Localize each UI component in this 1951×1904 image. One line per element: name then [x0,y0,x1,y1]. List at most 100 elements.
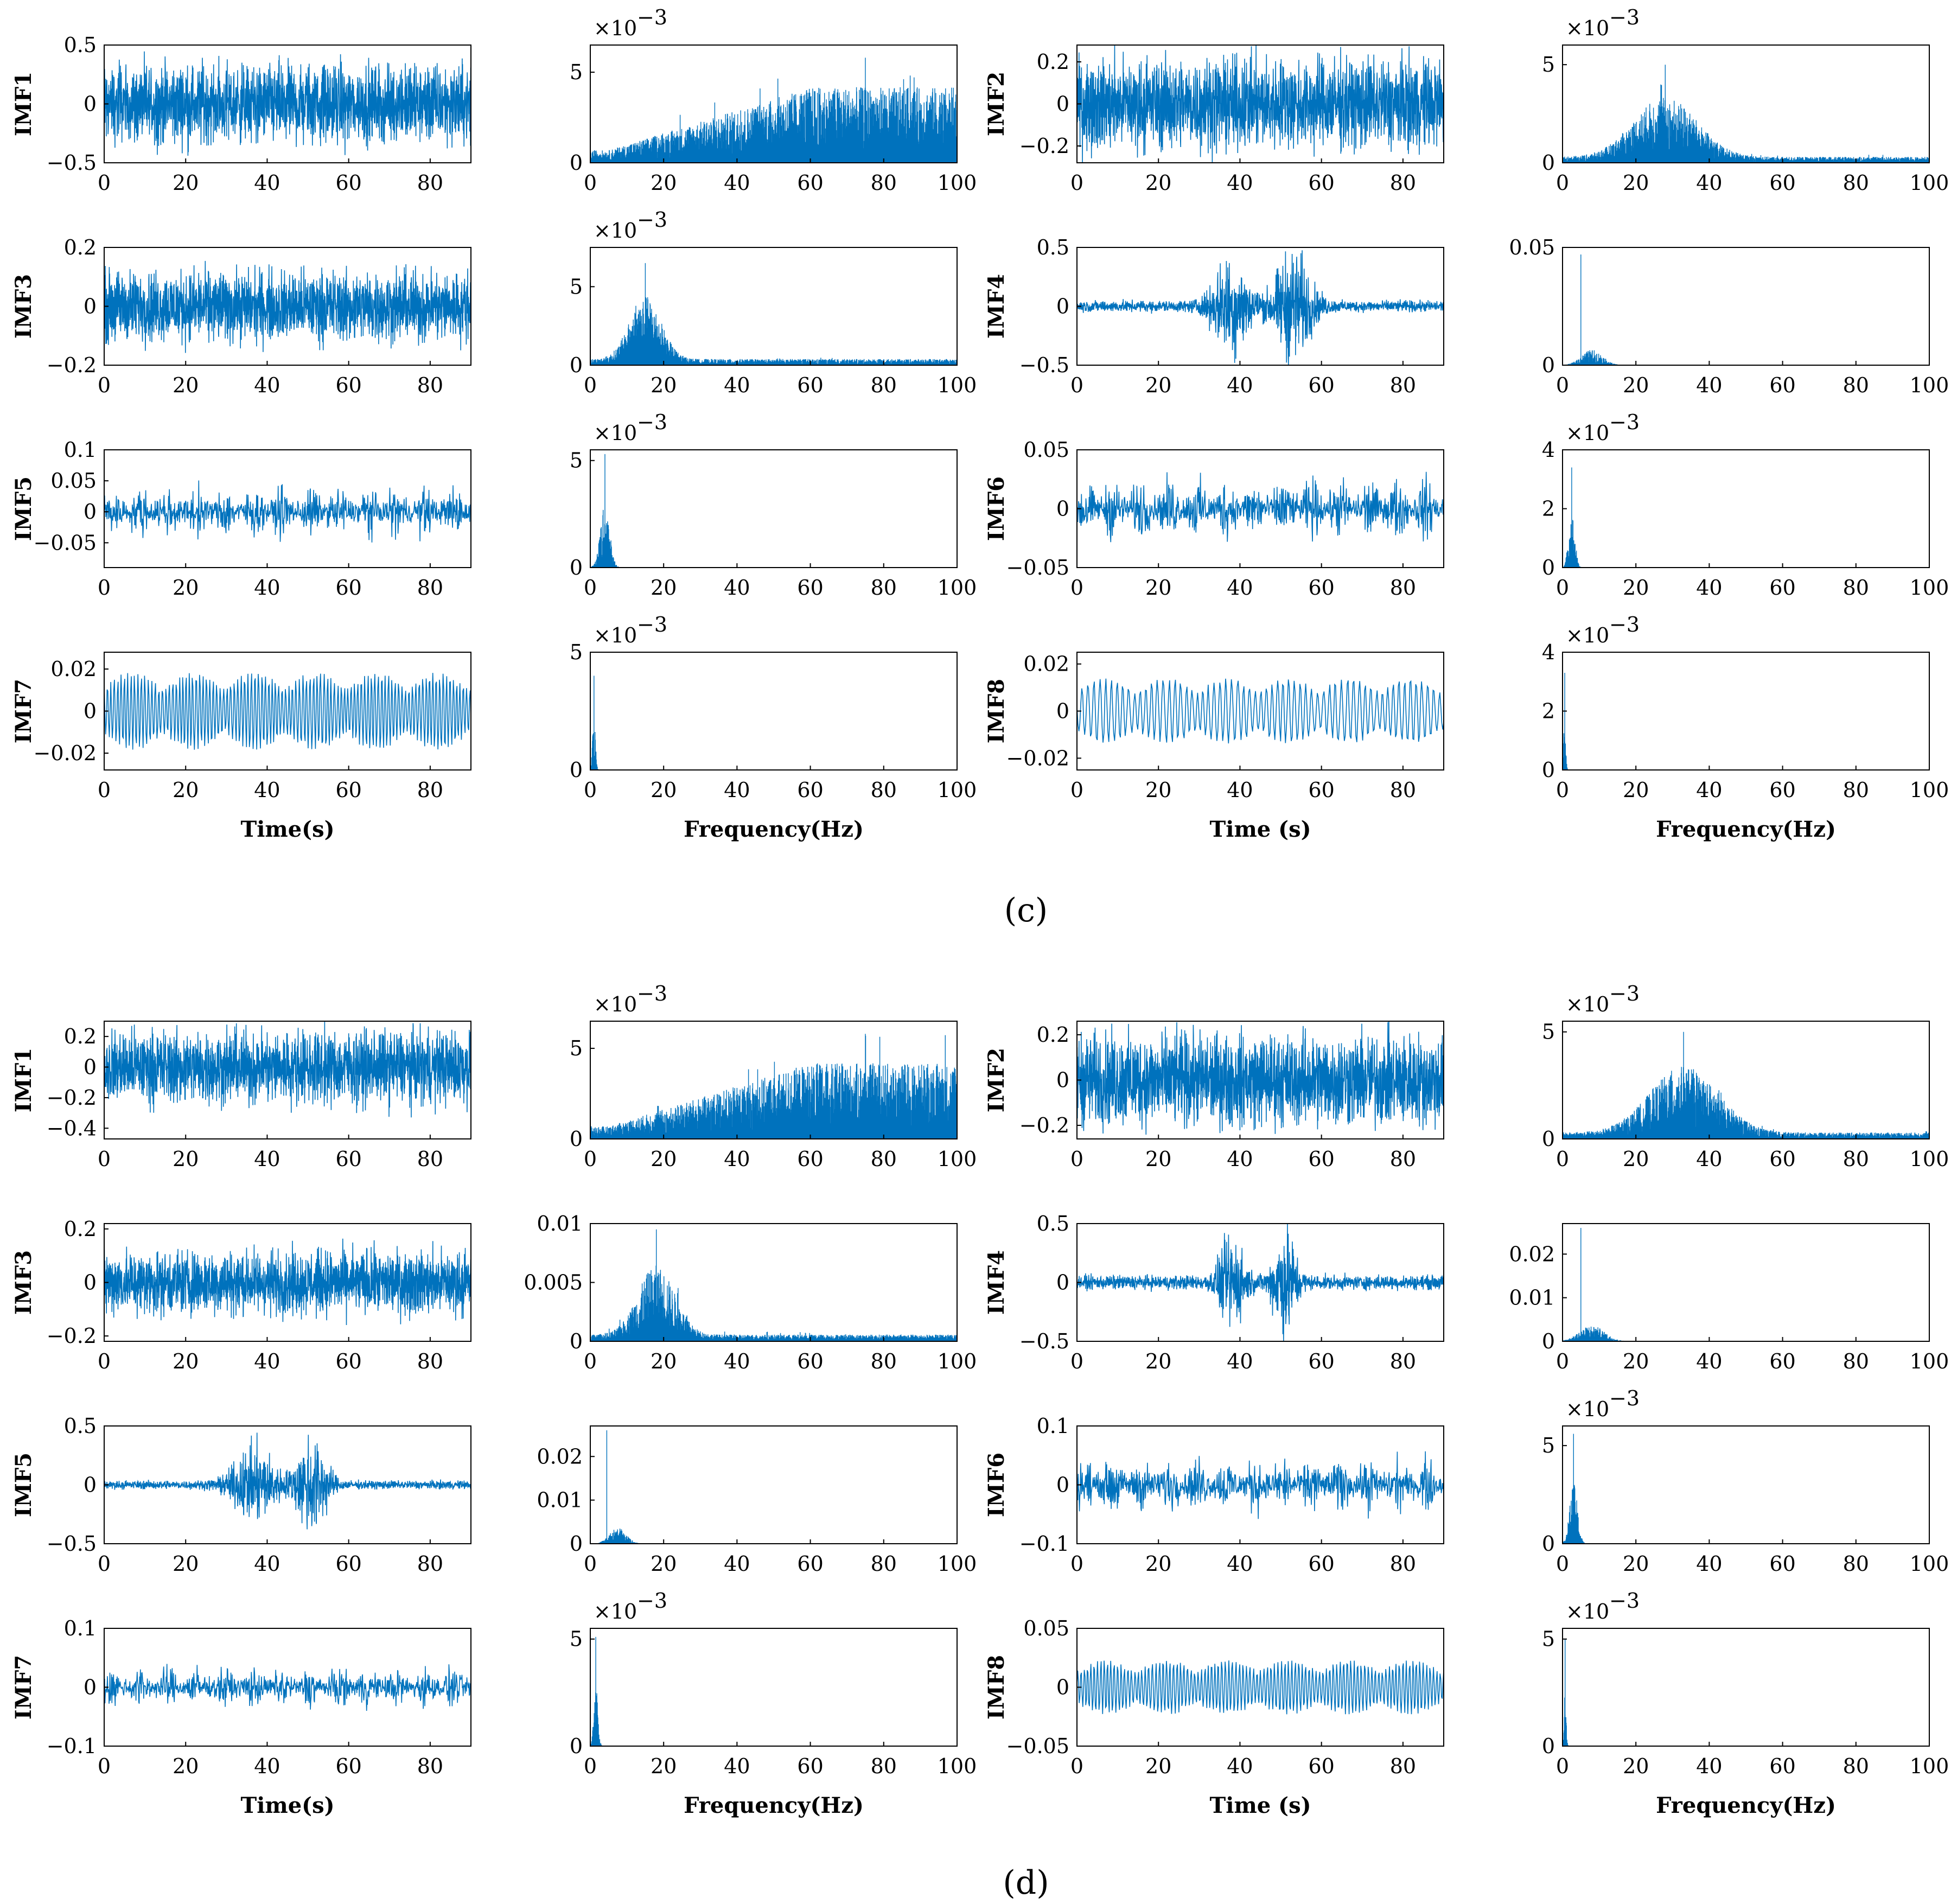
y-tick-label: 0.05 [1509,235,1555,259]
x-tick-label: 0 [98,1552,111,1576]
spectrum-trace [590,1034,958,1139]
imf-axis-label: IMF6 [984,1453,1009,1517]
imf-axis-label: IMF3 [11,274,36,339]
x-tick-label: 20 [1145,1349,1171,1373]
x-tick-label: 40 [724,1147,750,1171]
x-tick-label: 80 [417,778,443,802]
y-tick-label: −0.2 [1019,134,1069,158]
y-tick-label: 5 [1542,1434,1555,1457]
x-tick-label: 60 [1308,373,1334,397]
x-tick-label: 100 [938,576,977,600]
axis-multiplier: ×10 [1566,623,1609,647]
y-tick-label: 0 [1542,1734,1555,1758]
axes-box [590,1628,958,1747]
x-tick-label: 0 [1070,1349,1083,1373]
x-tick-label: 60 [1308,778,1334,802]
y-tick-label: 0 [1542,1329,1555,1353]
y-tick-label: 0 [570,758,583,782]
x-tick-label: 20 [651,1754,677,1778]
x-tick-label: 20 [1623,1147,1649,1171]
x-tick-label: 60 [335,1147,361,1171]
spectrum-trace [590,454,624,568]
spectrum-trace [1562,1228,1635,1341]
axis-exponent: −3 [637,613,667,636]
y-tick-label: 0 [84,1676,97,1699]
x-tick-label: 20 [651,373,677,397]
x-tick-label: 80 [1390,373,1416,397]
x-tick-label: 80 [417,1754,443,1778]
x-tick-label: 80 [1390,171,1416,195]
x-tick-label: 80 [871,1754,897,1778]
x-tick-label: 20 [1623,1349,1649,1373]
spectrum-panel-imf1: 5 00 20 40 60 80 100 ×10 −3 [570,982,977,1171]
x-tick-label: 60 [1769,1349,1795,1373]
axes-box [1562,449,1930,568]
y-tick-label: 0 [1056,1068,1069,1092]
y-tick-label: −0.5 [47,151,97,175]
x-tick-label: 60 [1769,171,1795,195]
x-tick-label: 20 [1623,1552,1649,1576]
y-tick-label: 0 [84,699,97,723]
time-axis-label: Time (s) [1209,1793,1311,1818]
y-tick-label: 5 [570,60,583,84]
axis-exponent: −3 [1609,5,1640,29]
spectrum-panel-imf4: 0.05 00 20 40 60 80 100 [1509,235,1949,397]
signal-trace [104,1021,471,1118]
time-axis-label: Time(s) [240,1793,334,1818]
imf-axis-label: IMF4 [984,274,1009,339]
x-tick-label: 80 [871,1147,897,1171]
x-tick-label: 0 [1070,373,1083,397]
y-tick-label: −0.05 [1006,556,1069,580]
x-tick-label: 20 [651,1349,677,1373]
x-tick-label: 80 [1843,171,1869,195]
axes-box [1562,44,1930,163]
imf-axis-label: IMF2 [984,72,1009,136]
y-tick-label: 0 [570,1329,583,1353]
axis-multiplier: ×10 [594,219,637,243]
x-tick-label: 60 [1308,171,1334,195]
signal-trace [1076,1021,1444,1135]
x-tick-label: 60 [797,1349,823,1373]
y-tick-label: −0.5 [47,1532,97,1556]
x-tick-label: 100 [1910,576,1949,600]
x-tick-label: 100 [1910,1349,1949,1373]
y-tick-label: 0.02 [1023,652,1069,676]
y-tick-label: 0 [1056,1676,1069,1699]
y-tick-label: 0.05 [50,469,97,493]
x-tick-label: 60 [797,373,823,397]
x-tick-label: 80 [417,1147,443,1171]
axes-box [104,449,471,568]
y-tick-label: 0.2 [1037,1023,1069,1047]
x-tick-label: 80 [871,171,897,195]
imf-axis-label: IMF4 [984,1250,1009,1315]
x-tick-label: 60 [335,778,361,802]
y-tick-label: 0.05 [1023,1616,1069,1640]
x-tick-label: 0 [1556,1349,1569,1373]
x-tick-label: 40 [1696,778,1722,802]
x-tick-label: 80 [417,373,443,397]
axis-exponent: −3 [637,208,667,232]
x-tick-label: 40 [724,373,750,397]
x-tick-label: 0 [98,1147,111,1171]
y-tick-label: 0 [570,1734,583,1758]
x-tick-label: 20 [1623,373,1649,397]
y-tick-label: 0 [1542,151,1555,175]
x-tick-label: 60 [1308,1349,1334,1373]
x-tick-label: 20 [1145,576,1171,600]
imf-axis-label: IMF6 [984,476,1009,541]
signal-trace [104,1664,471,1711]
y-tick-label: 5 [570,640,583,664]
axis-multiplier: ×10 [594,623,637,647]
x-tick-label: 40 [254,1147,280,1171]
axes-box [590,1425,958,1544]
x-tick-label: 20 [651,576,677,600]
y-tick-label: 0 [1542,353,1555,377]
frequency-axis-label: Frequency(Hz) [1656,1793,1836,1818]
imf-axis-label: IMF8 [984,679,1009,743]
x-tick-label: 20 [173,1349,199,1373]
spectrum-panel-imf1: 5 00 20 40 60 80 100 ×10 −3 [570,5,977,195]
frequency-axis-label: Frequency(Hz) [684,817,864,842]
